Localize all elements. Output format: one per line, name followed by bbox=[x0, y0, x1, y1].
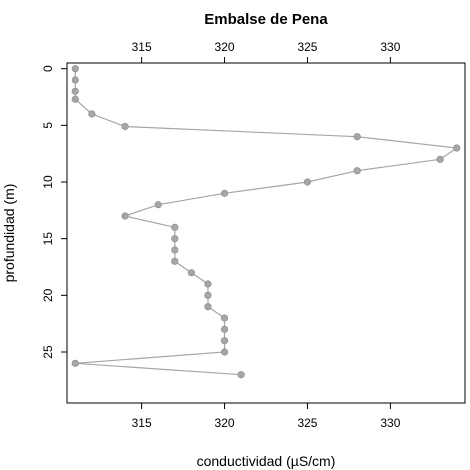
chart-title: Embalse de Pena bbox=[204, 11, 328, 28]
y-tick-label: 5 bbox=[41, 122, 55, 129]
y-tick-label: 10 bbox=[41, 175, 55, 189]
series-line bbox=[74, 68, 459, 376]
data-point bbox=[303, 178, 312, 186]
data-point bbox=[171, 235, 179, 243]
data-point bbox=[171, 257, 179, 265]
axis-ticks: 315 315 320 320 325 325 330 330 0 5 10 15 20 25 bbox=[41, 40, 401, 430]
data-point bbox=[204, 280, 212, 288]
data-point bbox=[121, 212, 129, 220]
plot-area-frame bbox=[66, 62, 466, 404]
x-tick-label-bottom: 315 bbox=[132, 416, 152, 430]
y-tick-label: 0 bbox=[41, 65, 55, 72]
y-tick-label: 15 bbox=[41, 232, 55, 246]
x-tick-label-top: 315 bbox=[132, 40, 152, 54]
data-point bbox=[220, 337, 229, 345]
data-point bbox=[88, 110, 96, 118]
data-point bbox=[154, 201, 162, 209]
y-tick-label: 20 bbox=[41, 288, 55, 302]
x-tick-label-bottom: 330 bbox=[380, 416, 400, 430]
x-tick-label-top: 325 bbox=[297, 40, 317, 54]
x-tick-label-bottom: 320 bbox=[215, 416, 235, 430]
data-point bbox=[204, 303, 212, 311]
data-point bbox=[220, 189, 229, 197]
data-point bbox=[204, 291, 212, 299]
data-point bbox=[171, 223, 179, 231]
data-series bbox=[71, 65, 461, 379]
data-point bbox=[220, 314, 229, 322]
x-axis-label: conductividad (µS/cm) bbox=[197, 453, 336, 469]
data-point bbox=[121, 122, 129, 131]
data-point bbox=[237, 371, 245, 379]
data-point bbox=[453, 144, 461, 152]
data-point bbox=[220, 348, 229, 356]
data-point bbox=[71, 359, 79, 367]
x-tick-label-top: 330 bbox=[380, 40, 400, 54]
data-point bbox=[353, 167, 361, 175]
data-point bbox=[71, 76, 79, 84]
data-point bbox=[171, 246, 179, 254]
data-point bbox=[71, 95, 79, 103]
y-axis-label: profundidad (m) bbox=[1, 184, 17, 283]
data-point bbox=[353, 133, 361, 141]
y-tick-label: 25 bbox=[41, 345, 55, 359]
data-point bbox=[436, 155, 444, 163]
data-point bbox=[220, 325, 229, 333]
x-tick-label-bottom: 325 bbox=[297, 416, 317, 430]
x-tick-label-top: 320 bbox=[215, 40, 235, 54]
data-point bbox=[187, 269, 195, 277]
data-point bbox=[71, 87, 79, 95]
data-point bbox=[71, 65, 79, 73]
